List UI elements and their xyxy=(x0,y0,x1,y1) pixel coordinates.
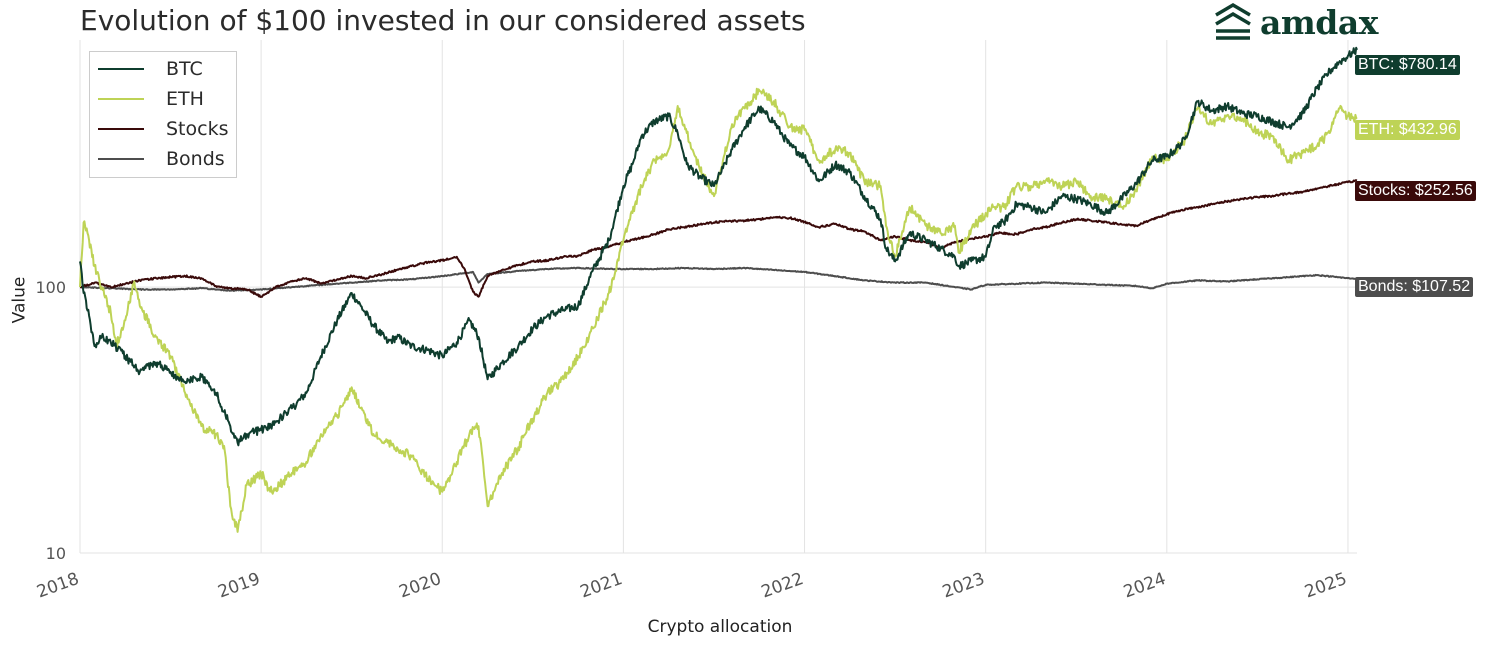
series-line-bonds xyxy=(79,266,1358,292)
brand-name: amdax xyxy=(1260,2,1378,42)
legend-swatch xyxy=(98,128,144,130)
legend-swatch xyxy=(98,68,144,70)
end-label-stocks: Stocks: $252.56 xyxy=(1355,181,1476,201)
x-tick-label: 2025 xyxy=(1302,569,1349,603)
y-tick-label: 100 xyxy=(35,278,66,297)
y-axis-title: Value xyxy=(9,276,30,324)
x-tick-label: 2023 xyxy=(940,569,987,603)
x-tick-label: 2020 xyxy=(396,569,443,603)
x-tick-label: 2022 xyxy=(759,569,806,603)
series-line-btc xyxy=(79,46,1358,447)
brand-logo: amdax xyxy=(1214,2,1378,42)
end-label-eth: ETH: $432.96 xyxy=(1355,120,1460,140)
x-axis-title: Crypto allocation xyxy=(647,617,793,637)
legend-item-eth: ETH xyxy=(98,84,204,114)
x-tick-label: 2024 xyxy=(1121,569,1168,603)
legend-label: BTC xyxy=(166,58,203,80)
legend-item-stocks: Stocks xyxy=(98,114,228,144)
series-line-stocks xyxy=(79,179,1358,298)
x-tick-label: 2019 xyxy=(215,569,262,603)
stacked-chevrons-icon xyxy=(1215,2,1251,40)
end-label-btc: BTC: $780.14 xyxy=(1355,55,1460,75)
chart-legend: BTC ETH Stocks Bonds xyxy=(89,51,237,178)
y-tick-label: 10 xyxy=(46,544,66,563)
x-tick-label: 2018 xyxy=(34,569,81,603)
legend-swatch xyxy=(98,158,144,160)
legend-label: Stocks xyxy=(166,118,229,140)
end-label-bonds: Bonds: $107.52 xyxy=(1355,277,1474,297)
chart-title: Evolution of $100 invested in our consid… xyxy=(80,4,806,37)
legend-swatch xyxy=(98,98,144,100)
legend-item-btc: BTC xyxy=(98,54,203,84)
legend-item-bonds: Bonds xyxy=(98,144,225,174)
legend-label: ETH xyxy=(166,88,204,110)
legend-label: Bonds xyxy=(166,148,225,170)
x-tick-label: 2021 xyxy=(578,569,625,603)
